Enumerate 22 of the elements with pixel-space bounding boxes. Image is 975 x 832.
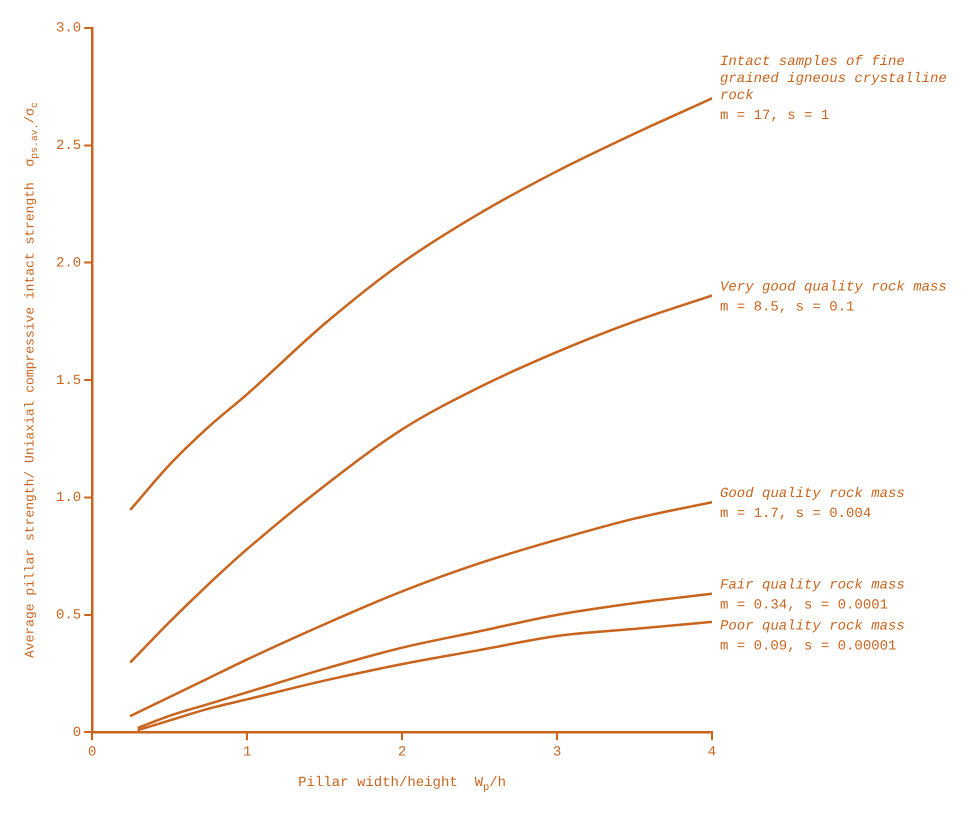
- text: m = 17, s = 1: [720, 108, 830, 124]
- y-tick-label: 3.0: [56, 20, 82, 37]
- y-tick-label: 1.5: [56, 372, 82, 389]
- series-label: Good quality rock mass: [720, 486, 905, 502]
- text: m = 0.34, s = 0.0001: [720, 597, 888, 614]
- y-axis-title: Average pillar strength/ Uniaxial compressive intact strength σps.av./σc: [22, 102, 40, 658]
- text: m = 0.09, s = 0.00001: [720, 638, 896, 654]
- x-tick-label: 3: [552, 744, 562, 760]
- series-label: Very good quality rock mass: [720, 279, 947, 296]
- series-label: Fair quality rock mass: [720, 577, 905, 594]
- y-tick-label: 2.5: [56, 138, 82, 154]
- y-tick-label: 1.0: [56, 490, 82, 506]
- x-tick-label: 1: [242, 744, 252, 760]
- series-label: Poor quality rock mass: [720, 618, 905, 634]
- y-tick-label: 2.0: [56, 255, 82, 272]
- y-tick-label: 0: [72, 724, 82, 741]
- text: m = 8.5, s = 0.1: [720, 299, 854, 316]
- x-tick-label: 0: [88, 744, 96, 760]
- x-tick-label: 4: [708, 744, 716, 760]
- text: m = 1.7, s = 0.004: [720, 506, 872, 522]
- y-tick-label: 0.5: [56, 608, 82, 624]
- x-tick-label: 2: [398, 744, 406, 760]
